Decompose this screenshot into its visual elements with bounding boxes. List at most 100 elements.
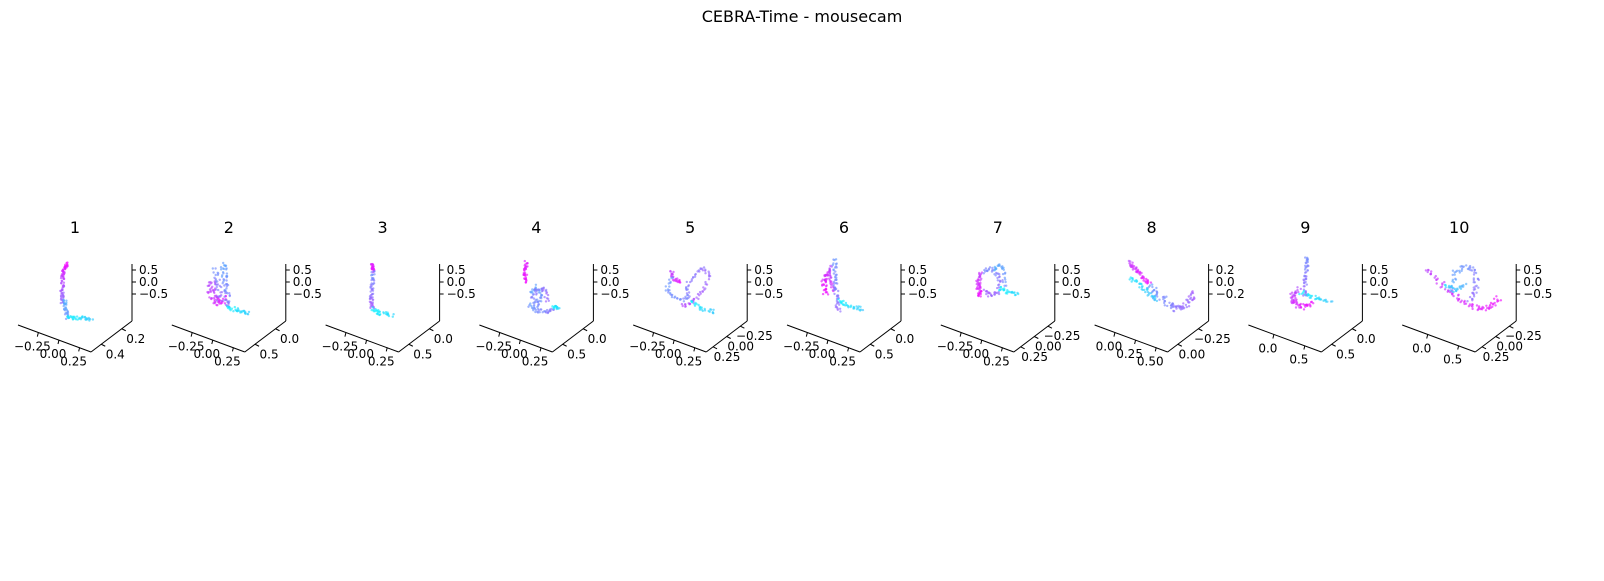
- data-point: [703, 307, 706, 311]
- data-point: [707, 275, 711, 278]
- data-point: [371, 273, 374, 276]
- subplot-9: 90.00.50.00.50.50.0−0.5: [1248, 218, 1399, 367]
- data-point: [208, 296, 211, 299]
- x-tick: [344, 332, 347, 337]
- z-tick-label: 0.0: [1369, 275, 1388, 289]
- data-point: [999, 288, 1002, 292]
- data-point: [552, 307, 556, 310]
- data-point: [1298, 292, 1301, 296]
- data-point: [223, 295, 226, 298]
- data-point: [222, 272, 225, 275]
- data-point: [1450, 285, 1453, 288]
- data-point: [1462, 285, 1465, 288]
- x-tick: [57, 339, 60, 345]
- data-point: [997, 283, 1000, 287]
- data-point: [537, 303, 540, 306]
- data-point: [62, 281, 66, 284]
- x-axis-line: [786, 324, 861, 353]
- data-point: [1472, 266, 1475, 269]
- data-point: [246, 313, 250, 316]
- x-axis-line: [940, 324, 1014, 353]
- data-point: [1187, 295, 1191, 298]
- data-point: [1302, 279, 1306, 282]
- data-point: [982, 288, 986, 291]
- data-point: [228, 306, 232, 309]
- data-point: [558, 307, 561, 310]
- point-cloud: [975, 263, 1020, 298]
- data-point: [832, 284, 835, 287]
- data-point: [852, 307, 855, 310]
- data-point: [1455, 289, 1458, 293]
- z-tick-label: 0.0: [600, 275, 619, 289]
- data-point: [1472, 273, 1476, 276]
- x-tick-label: 0.25: [522, 354, 549, 368]
- data-point: [996, 276, 999, 280]
- y-tick: [740, 325, 745, 329]
- data-point: [65, 299, 68, 302]
- data-point: [217, 272, 220, 275]
- data-point: [59, 276, 63, 280]
- x-tick: [672, 339, 675, 345]
- data-point: [532, 309, 535, 312]
- data-point: [1131, 265, 1134, 269]
- data-point: [828, 271, 832, 274]
- data-point: [1435, 282, 1438, 285]
- data-point: [838, 303, 841, 306]
- data-point: [821, 283, 824, 286]
- data-point: [542, 288, 545, 291]
- data-point: [374, 307, 377, 311]
- data-point: [370, 308, 373, 312]
- data-point: [829, 264, 832, 268]
- data-point: [226, 292, 229, 295]
- data-point: [1446, 290, 1449, 293]
- data-point: [703, 288, 706, 291]
- data-point: [1143, 288, 1146, 292]
- data-point: [1142, 277, 1146, 280]
- data-point: [1495, 295, 1498, 298]
- data-point: [1436, 277, 1439, 280]
- z-tick-label: 0.5: [1523, 263, 1542, 277]
- x-tick: [36, 332, 39, 337]
- data-point: [1158, 298, 1161, 301]
- data-point: [1430, 270, 1433, 273]
- x-tick-label: 0.00: [809, 347, 836, 361]
- data-point: [680, 302, 684, 306]
- data-point: [1293, 294, 1296, 298]
- data-point: [207, 290, 210, 294]
- data-point: [209, 290, 212, 294]
- data-point: [1172, 309, 1175, 313]
- x-tick: [1134, 339, 1137, 345]
- data-point: [1187, 305, 1191, 308]
- data-point: [1482, 306, 1485, 310]
- data-point: [1326, 300, 1329, 303]
- data-point: [533, 288, 537, 291]
- data-point: [533, 301, 536, 304]
- data-point: [66, 261, 69, 264]
- data-point: [1296, 286, 1299, 289]
- x-tick-label: 0.00: [962, 347, 989, 361]
- data-point: [701, 269, 705, 272]
- data-point: [701, 290, 704, 293]
- data-point: [1309, 296, 1313, 299]
- data-point: [1147, 285, 1151, 288]
- data-point: [1302, 308, 1306, 311]
- data-point: [1310, 294, 1314, 298]
- data-point: [1444, 286, 1448, 289]
- z-tick-label: 0.5: [754, 263, 773, 277]
- data-point: [681, 304, 684, 308]
- data-point: [227, 303, 230, 306]
- x-tick-label: 0.25: [676, 354, 703, 368]
- data-point: [368, 295, 372, 298]
- data-point: [391, 315, 394, 318]
- data-point: [668, 285, 671, 288]
- y-tick: [1351, 328, 1357, 332]
- z-tick-label: 0.0: [1523, 275, 1542, 289]
- data-point: [824, 281, 828, 284]
- z-tick-label: −0.5: [600, 287, 629, 301]
- data-point: [1322, 299, 1325, 302]
- data-point: [1146, 288, 1149, 291]
- data-point: [524, 278, 528, 281]
- data-point: [984, 267, 988, 270]
- y-tick: [1177, 343, 1183, 347]
- data-point: [1142, 279, 1145, 282]
